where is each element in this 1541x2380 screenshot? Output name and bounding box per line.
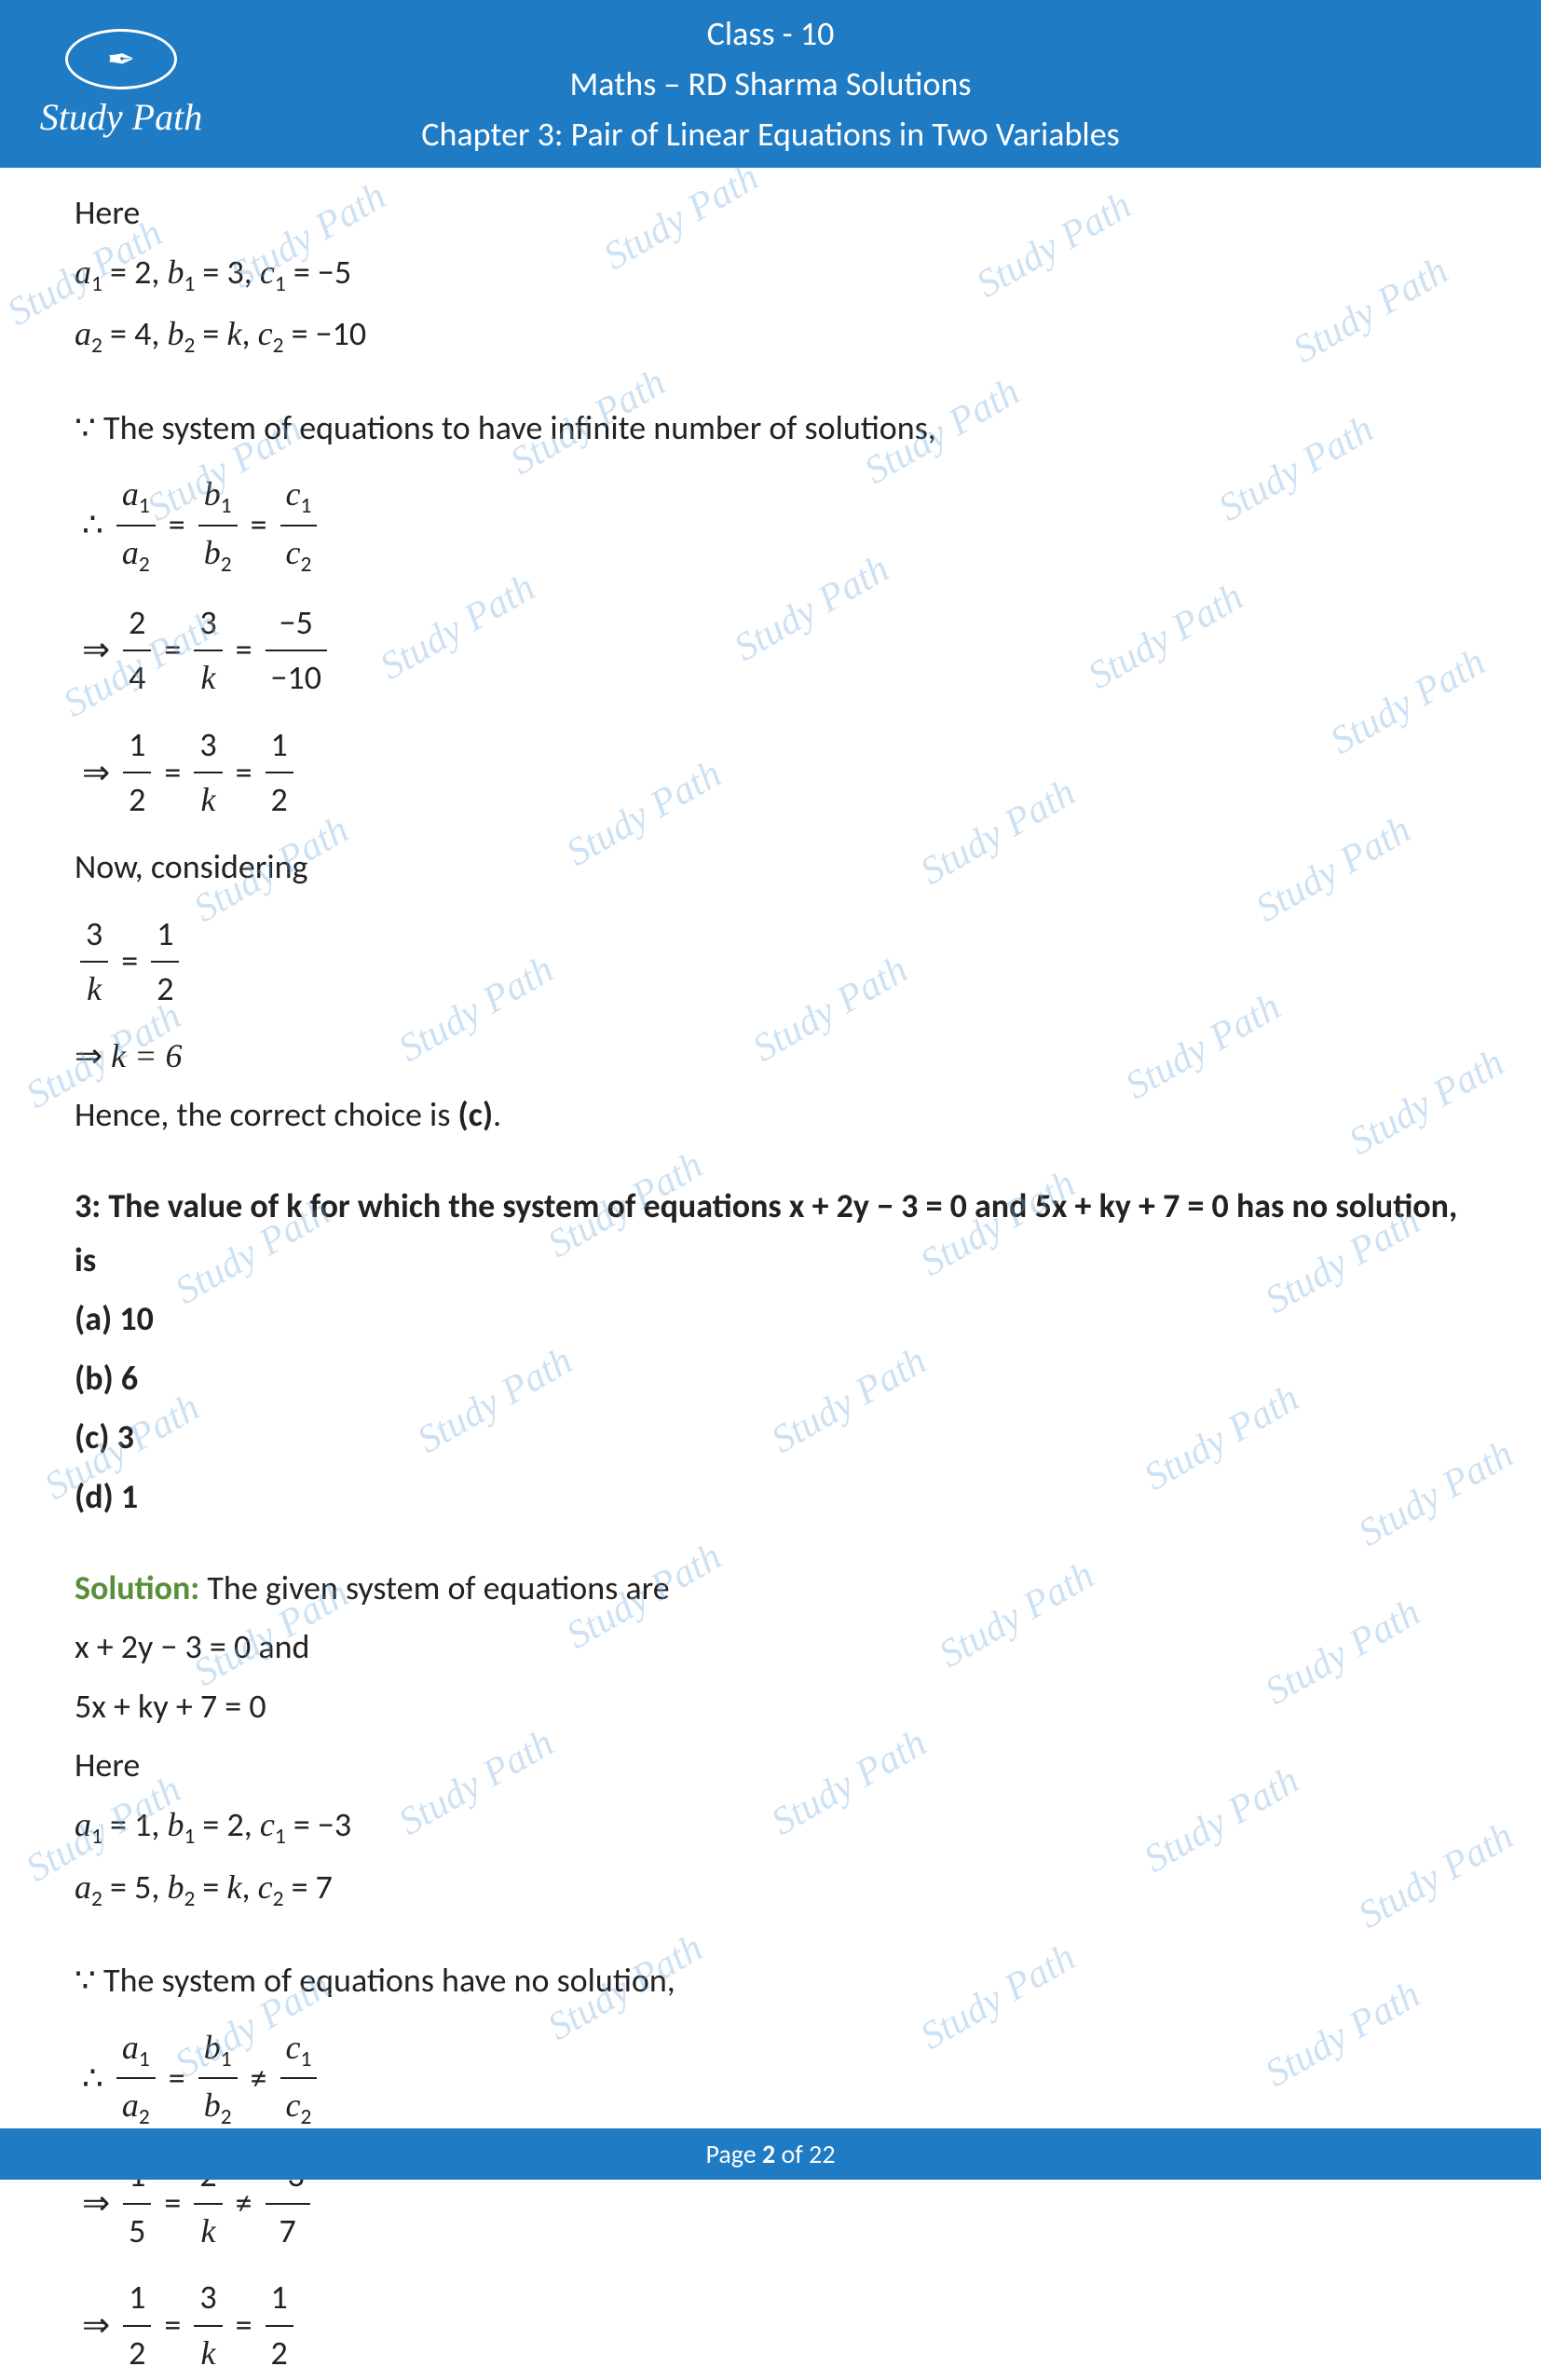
ratio-sub-1: ⇒ 24 = 3k = −5−10 — [75, 596, 1466, 705]
page-header: ✒ Study Path Class - 10 Maths – RD Sharm… — [0, 0, 1541, 168]
logo-oval: ✒ — [65, 29, 177, 89]
hence-correct: Hence, the correct choice is (c). — [75, 1088, 1466, 1142]
k-equals-6: ⇒ k = 6 — [75, 1030, 1466, 1084]
inf-solutions-text: ∵ The system of equations to have infini… — [75, 402, 1466, 456]
option-b: (b) 6 — [75, 1352, 1466, 1406]
subject-line: Maths – RD Sharma Solutions — [214, 59, 1327, 109]
option-a: (a) 10 — [75, 1293, 1466, 1347]
option-c: (c) 3 — [75, 1411, 1466, 1465]
ratio-nosol: ∴ a1a2 = b1b2 ≠ c1c2 — [75, 2021, 1466, 2136]
no-solution-text: ∵ The system of equations have no soluti… — [75, 1954, 1466, 2008]
frac-3k-12: 3k = 12 — [75, 908, 1466, 1017]
sol-eq2: 5x + ky + 7 = 0 — [75, 1680, 1466, 1734]
now-considering: Now, considering — [75, 841, 1466, 895]
ratio-nosol-sub2: ⇒ 12 = 3k = 12 — [75, 2271, 1466, 2380]
question-3: 3: The value of k for which the system o… — [75, 1180, 1466, 1287]
logo: ✒ Study Path — [28, 29, 214, 139]
solution-line: Solution: The given system of equations … — [75, 1562, 1466, 1616]
chapter-line: Chapter 3: Pair of Linear Equations in T… — [214, 109, 1327, 159]
option-d: (d) 1 — [75, 1470, 1466, 1525]
coeffs-1: a1 = 2, b1 = 3, c1 = −5 — [75, 246, 1466, 303]
sol-eq1: x + 2y − 3 = 0 and — [75, 1621, 1466, 1675]
logo-text: Study Path — [40, 95, 202, 139]
pen-icon: ✒ — [107, 39, 135, 80]
coeffs-4: a2 = 5, b2 = k, c2 = 7 — [75, 1861, 1466, 1918]
content: Study PathStudy PathStudy PathStudy Path… — [0, 168, 1541, 2380]
page-number: 2 — [762, 2138, 775, 2170]
solution-label: Solution: — [75, 1567, 199, 1608]
class-line: Class - 10 — [214, 8, 1327, 59]
footer-pre: Page — [705, 2138, 761, 2170]
text-here: Here — [75, 186, 1466, 240]
coeffs-2: a2 = 4, b2 = k, c2 = −10 — [75, 308, 1466, 364]
header-text: Class - 10 Maths – RD Sharma Solutions C… — [214, 8, 1327, 159]
here-2: Here — [75, 1739, 1466, 1793]
ratio-condition: ∴ a1a2 = b1b2 = c1c2 — [75, 468, 1466, 582]
coeffs-3: a1 = 1, b1 = 2, c1 = −3 — [75, 1799, 1466, 1855]
footer-post: of 22 — [775, 2138, 835, 2170]
ratio-sub-2: ⇒ 12 = 3k = 12 — [75, 718, 1466, 828]
page-footer: Page 2 of 22 — [0, 2128, 1541, 2180]
